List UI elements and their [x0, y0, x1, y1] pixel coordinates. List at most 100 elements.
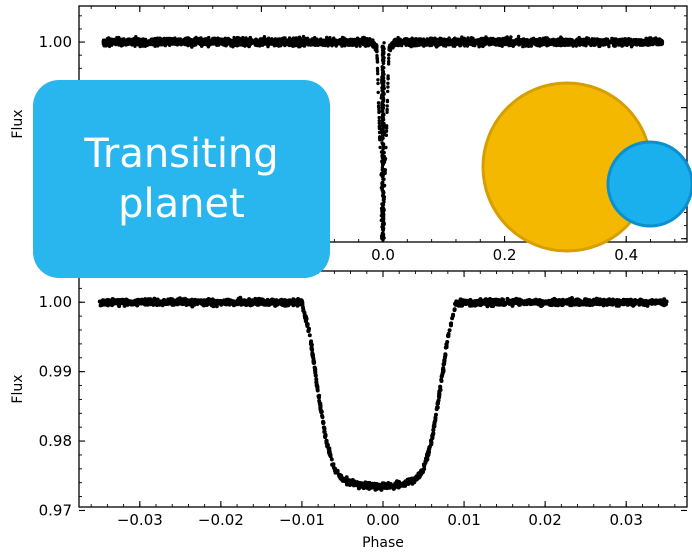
data-point	[377, 121, 381, 125]
data-point	[447, 37, 451, 41]
data-point	[281, 40, 285, 45]
data-point	[241, 35, 245, 40]
data-point	[345, 39, 350, 43]
data-point	[443, 39, 448, 43]
data-point	[296, 36, 300, 41]
data-point	[504, 42, 508, 46]
data-point	[362, 42, 366, 46]
data-point	[386, 89, 390, 94]
data-point	[438, 39, 442, 44]
data-point	[376, 101, 381, 105]
data-point	[433, 40, 437, 44]
data-point	[382, 123, 386, 127]
data-point	[458, 42, 463, 46]
data-point	[386, 76, 390, 80]
data-point	[525, 41, 529, 45]
data-point	[262, 35, 267, 39]
data-point	[342, 42, 346, 46]
data-point	[425, 43, 429, 47]
data-point	[134, 37, 138, 41]
data-point	[380, 225, 384, 229]
data-point	[578, 41, 582, 45]
data-point	[270, 38, 274, 43]
data-point	[612, 38, 616, 42]
data-point	[370, 41, 374, 45]
data-point	[246, 44, 251, 48]
data-point	[376, 90, 380, 95]
data-point	[198, 40, 202, 45]
data-point	[376, 71, 380, 76]
data-point	[509, 38, 514, 43]
data-point	[295, 42, 299, 46]
data-point	[312, 37, 317, 41]
data-point	[219, 40, 224, 45]
data-point	[572, 40, 576, 45]
data-point	[381, 105, 385, 110]
data-point	[234, 42, 239, 46]
data-point	[389, 46, 393, 50]
x-tick-label: 0.2	[493, 246, 517, 264]
data-point	[380, 75, 384, 79]
data-point	[380, 137, 384, 141]
data-point	[376, 78, 380, 82]
data-point	[377, 124, 382, 128]
data-point	[284, 42, 288, 46]
data-point	[381, 97, 386, 101]
data-point	[303, 41, 307, 46]
data-point	[532, 36, 536, 40]
data-point	[602, 41, 606, 45]
bottom-transit-zoom-panel: −0.03 −0.02 −0.01 0.00 0.01 0.02 0.030.970.980…	[10, 270, 688, 551]
data-point	[201, 41, 205, 45]
data-point	[614, 41, 619, 45]
data-point	[496, 37, 501, 41]
data-point	[139, 38, 143, 42]
data-point	[465, 39, 469, 43]
data-point	[544, 41, 549, 45]
data-point	[228, 38, 232, 42]
data-point	[421, 42, 426, 46]
data-point	[386, 62, 391, 66]
data-point	[397, 41, 401, 45]
data-point	[381, 82, 385, 86]
data-point	[638, 41, 642, 46]
data-point	[648, 40, 652, 44]
data-point	[556, 41, 561, 46]
data-point	[375, 50, 379, 54]
data-point	[138, 44, 142, 49]
data-point	[306, 43, 311, 47]
data-point	[386, 85, 390, 89]
data-point	[155, 41, 159, 45]
data-point	[381, 66, 385, 70]
data-point	[262, 42, 266, 46]
data-point	[250, 39, 254, 43]
data-point	[258, 39, 262, 44]
data-point	[591, 37, 595, 41]
data-point	[338, 41, 342, 46]
data-point	[379, 213, 384, 218]
data-point	[500, 37, 505, 41]
data-point	[633, 40, 637, 44]
data-point	[241, 41, 246, 46]
data-point	[381, 90, 385, 94]
data-point	[583, 43, 588, 47]
data-point	[265, 37, 269, 41]
data-point	[375, 66, 380, 71]
data-point	[584, 40, 588, 44]
data-point	[321, 41, 326, 45]
data-point	[405, 39, 410, 44]
data-point	[108, 40, 112, 44]
data-point	[510, 43, 514, 47]
data-point	[194, 36, 198, 40]
data-point	[381, 206, 385, 210]
x-tick-label: 0.0	[371, 246, 395, 264]
data-point	[466, 36, 470, 40]
data-point	[216, 40, 221, 44]
data-point	[417, 38, 422, 43]
data-point	[298, 44, 302, 49]
data-point	[536, 41, 541, 45]
data-point	[178, 39, 182, 43]
y-tick-label: 1.00	[39, 33, 72, 51]
data-point	[476, 41, 481, 45]
data-point	[359, 39, 363, 43]
